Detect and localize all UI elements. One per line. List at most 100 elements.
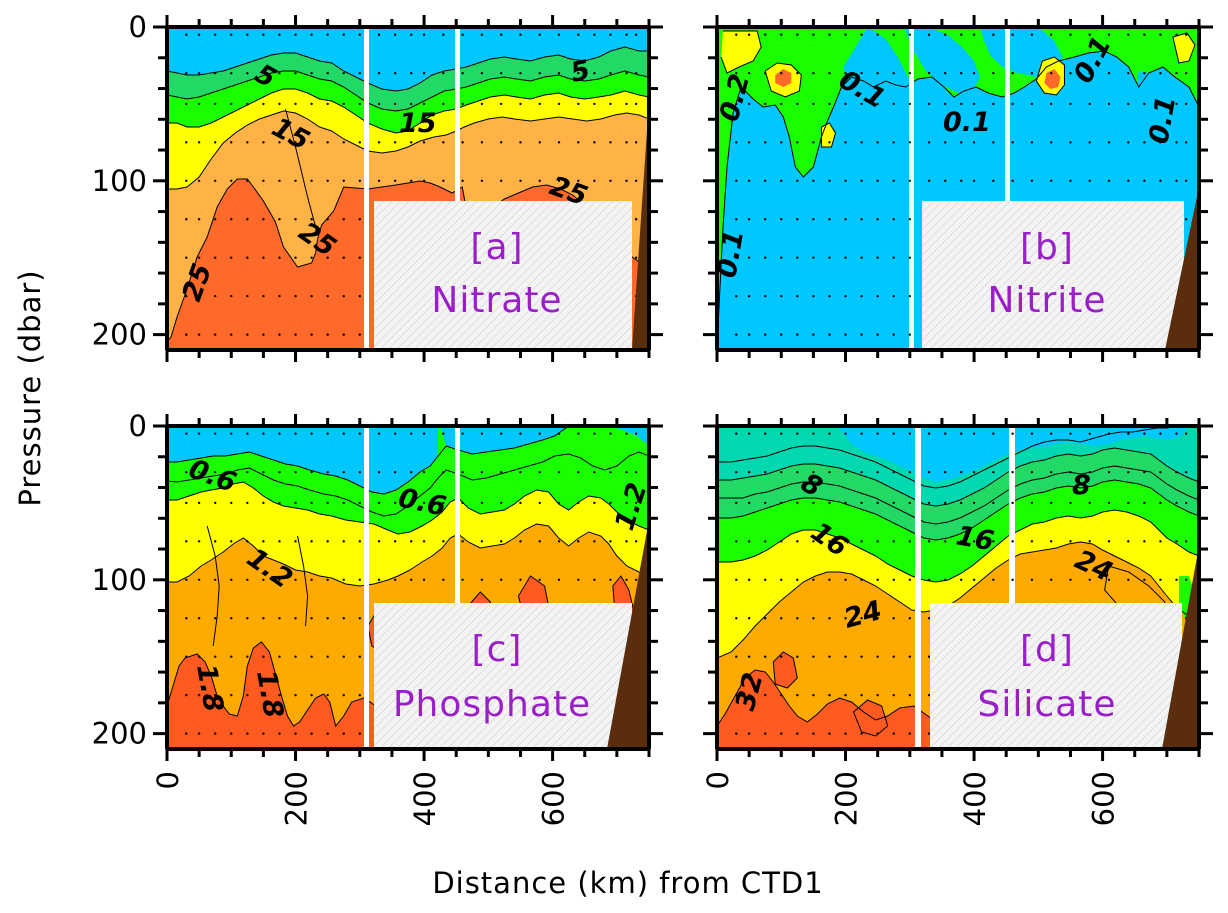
sample-dot bbox=[214, 218, 217, 221]
sample-dot bbox=[442, 470, 445, 474]
sample-dot bbox=[796, 179, 799, 183]
sample-dot bbox=[422, 179, 426, 183]
sample-dot bbox=[860, 141, 863, 144]
sample-dot bbox=[812, 294, 815, 298]
sample-dot bbox=[747, 256, 751, 259]
sample-dot bbox=[1088, 432, 1091, 435]
sample-dot bbox=[992, 33, 995, 36]
panel-tag: [d] bbox=[1020, 629, 1074, 670]
sample-dot bbox=[1143, 540, 1146, 543]
sample-dot bbox=[828, 578, 831, 582]
sample-dot bbox=[735, 501, 738, 505]
sample-dot bbox=[908, 218, 911, 221]
sample-dot bbox=[764, 617, 767, 620]
sample-dot bbox=[358, 470, 361, 474]
sample-dot bbox=[747, 33, 751, 36]
sample-dot bbox=[538, 470, 541, 474]
seafloor bbox=[607, 520, 649, 749]
sample-dot bbox=[422, 71, 426, 75]
panel-a: 5 15 15 5 25 25 25 [a] Nitrate bbox=[165, 27, 649, 350]
sample-dot bbox=[812, 218, 815, 221]
sample-dot bbox=[461, 470, 464, 474]
sample-dot bbox=[326, 501, 329, 505]
sample-dot bbox=[442, 432, 445, 435]
sample-dot bbox=[1159, 179, 1162, 183]
sample-dot bbox=[828, 71, 831, 75]
sample-dot bbox=[422, 470, 426, 474]
sample-dot bbox=[278, 141, 281, 144]
sample-dot bbox=[197, 655, 201, 658]
sample-dot bbox=[1088, 578, 1091, 582]
sample-dot bbox=[422, 540, 426, 543]
sample-dot bbox=[310, 432, 313, 435]
sample-dot bbox=[960, 71, 963, 75]
sample-dot bbox=[943, 578, 947, 582]
sample-dot bbox=[796, 218, 799, 221]
sample-dot bbox=[908, 655, 911, 658]
sample-dot bbox=[992, 102, 995, 106]
sample-dot bbox=[796, 693, 799, 697]
sample-dot bbox=[625, 578, 628, 582]
sample-dot bbox=[197, 71, 201, 75]
x-tick-label: 200 bbox=[830, 771, 864, 826]
sample-dot bbox=[294, 256, 297, 259]
sample-dot bbox=[185, 256, 188, 259]
sample-dot bbox=[812, 333, 815, 336]
sample-dot bbox=[442, 102, 445, 106]
sample-dot bbox=[796, 540, 799, 543]
sample-dot bbox=[342, 102, 345, 106]
sample-dot bbox=[1011, 470, 1014, 474]
sample-dot bbox=[310, 33, 313, 36]
sample-dot bbox=[609, 540, 612, 543]
sample-dot bbox=[499, 470, 503, 474]
sample-dot bbox=[358, 141, 361, 144]
sample-dot bbox=[577, 71, 580, 75]
sample-dot bbox=[844, 179, 847, 183]
sample-dot bbox=[185, 470, 188, 474]
sample-dot bbox=[538, 71, 541, 75]
sample-dot bbox=[197, 470, 201, 474]
sample-dot bbox=[262, 218, 265, 221]
sample-dot bbox=[780, 732, 783, 735]
sample-dot bbox=[943, 179, 947, 183]
sample-dot bbox=[499, 102, 503, 106]
sample-dot bbox=[310, 470, 313, 474]
sample-dot bbox=[358, 655, 361, 658]
sample-dot bbox=[747, 693, 751, 697]
sample-dot bbox=[927, 102, 931, 106]
sample-dot bbox=[358, 256, 361, 259]
y-tick-label: 0 bbox=[129, 10, 147, 44]
sample-dot bbox=[625, 141, 628, 144]
sample-dot bbox=[796, 102, 799, 106]
sample-dot bbox=[519, 141, 522, 144]
sample-dot bbox=[609, 71, 612, 75]
sample-dot bbox=[197, 141, 201, 144]
sample-dot bbox=[876, 333, 879, 336]
sample-dot bbox=[908, 732, 911, 735]
sample-dot bbox=[1127, 501, 1130, 505]
sample-dot bbox=[294, 470, 297, 474]
sample-dot bbox=[326, 33, 329, 36]
sample-dot bbox=[393, 578, 397, 582]
sample-dot bbox=[860, 294, 863, 298]
sample-dot bbox=[625, 501, 628, 505]
sample-dot bbox=[860, 256, 863, 259]
sample-dot bbox=[310, 179, 313, 183]
sample-dot bbox=[377, 470, 381, 474]
sample-dot bbox=[1127, 540, 1130, 543]
sample-dot bbox=[197, 33, 201, 36]
sample-dot bbox=[960, 141, 963, 144]
sample-dot bbox=[442, 179, 445, 183]
sample-dot bbox=[972, 578, 976, 582]
sample-dot bbox=[422, 501, 426, 505]
sample-dot bbox=[812, 578, 815, 582]
sample-dot bbox=[499, 179, 503, 183]
sample-dot bbox=[230, 432, 233, 435]
sample-dot bbox=[747, 470, 751, 474]
sample-dot bbox=[294, 333, 297, 336]
sample-dot bbox=[764, 501, 767, 505]
sample-dot bbox=[519, 432, 522, 435]
sample-dot bbox=[1159, 432, 1162, 435]
sample-dot bbox=[812, 179, 815, 183]
sample-dot bbox=[358, 71, 361, 75]
